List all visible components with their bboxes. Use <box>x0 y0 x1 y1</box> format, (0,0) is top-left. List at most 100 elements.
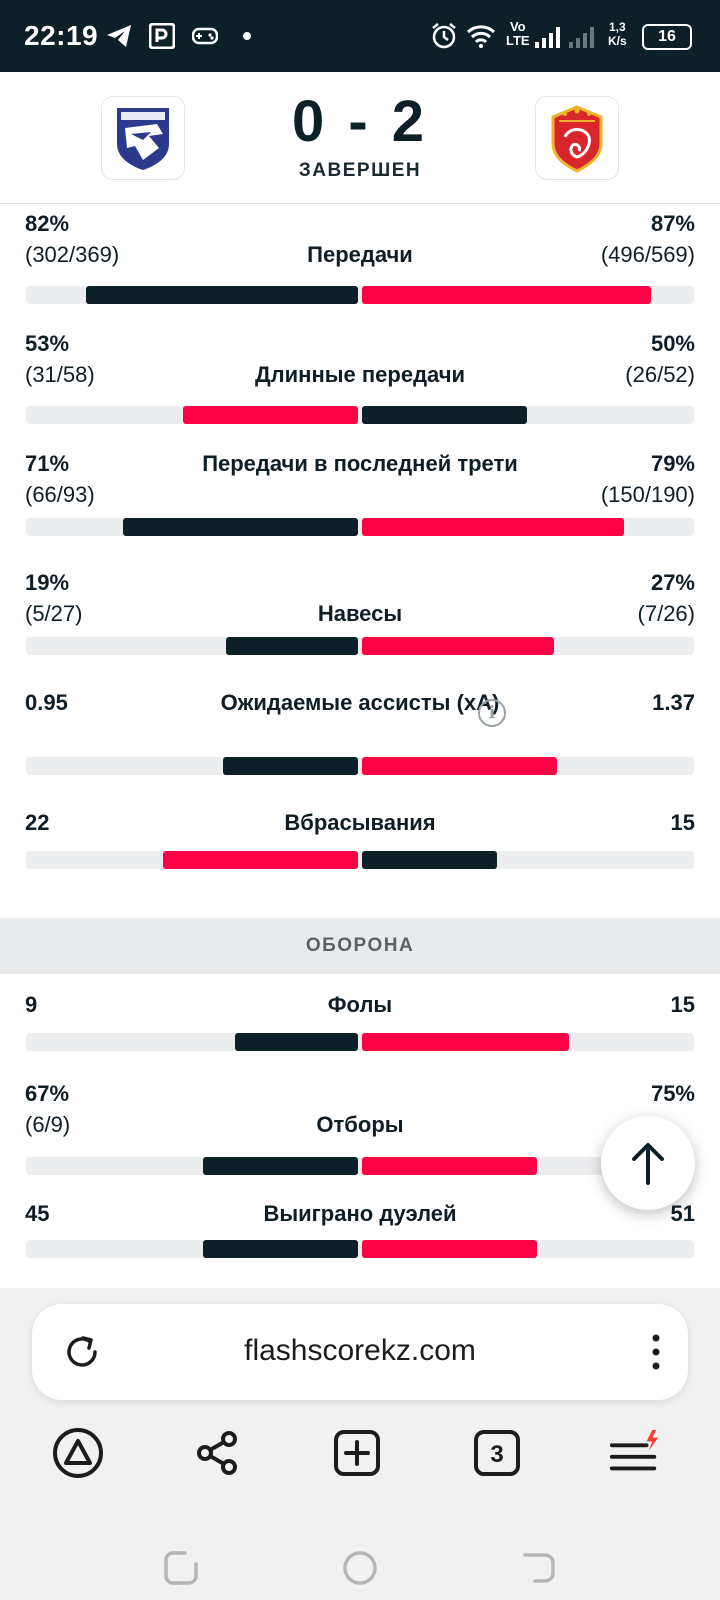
share-icon[interactable] <box>190 1426 244 1480</box>
away-value-main: 87% <box>650 211 695 236</box>
dot-icon <box>242 22 252 50</box>
scroll-top-button[interactable] <box>601 1116 695 1210</box>
tabs-icon[interactable]: 3 <box>470 1426 524 1480</box>
alarm-icon <box>430 22 458 50</box>
stat-name: Длинные передачи <box>254 362 466 387</box>
home-value-main: 19% <box>25 570 70 595</box>
status-bar: 22:19 Vo LTE 1,3 K/s 16 <box>0 0 720 72</box>
away-value-main: 1.37 <box>652 690 695 715</box>
stat-bar-track <box>26 757 694 775</box>
stat-row: 22 15 Вбрасывания <box>0 807 720 897</box>
home-value-main: 82% <box>25 211 70 236</box>
new-tab-icon[interactable] <box>330 1426 384 1480</box>
stat-bar-track <box>26 406 694 424</box>
network-speed: 1,3 K/s <box>608 20 627 48</box>
away-value: 27% (7/26) <box>638 567 695 629</box>
parking-icon <box>148 22 176 50</box>
away-value: 1.37 <box>652 687 695 718</box>
away-bar <box>362 1033 569 1051</box>
stat-row: 71% (66/93) 79% (150/190) Передачи в последн… <box>0 448 720 538</box>
away-value: 87% (496/569) <box>601 208 695 270</box>
recent-apps-icon[interactable] <box>163 1550 199 1586</box>
home-value-main: 53% <box>25 331 70 356</box>
stat-name: Вбрасывания <box>284 810 436 835</box>
home-value-detail: (66/93) <box>25 482 95 507</box>
stat-bar-track <box>26 637 694 655</box>
home-value-main: 45 <box>25 1201 50 1226</box>
away-value-main: 50% <box>650 331 695 356</box>
home-bar <box>226 637 358 655</box>
info-icon[interactable]: i <box>478 699 506 727</box>
away-value: 51 <box>671 1198 695 1229</box>
stat-row: 45 51 Выиграно дуэлей <box>0 1198 720 1288</box>
stat-row: 67% (6/9) 75% Отборы <box>0 1078 720 1175</box>
stat-bar-track <box>26 851 694 869</box>
home-value-main: 22 <box>25 810 50 835</box>
home-value: 67% (6/9) <box>25 1078 70 1140</box>
away-team-logo[interactable] <box>535 96 619 180</box>
home-icon[interactable] <box>342 1550 378 1586</box>
arrow-up-icon <box>632 1143 664 1185</box>
home-value-detail: (6/9) <box>25 1112 71 1137</box>
stat-row: 82% (302/369) 87% (496/569) Передачи <box>0 208 720 304</box>
stat-bar-track <box>26 1240 694 1258</box>
tab-count: 3 <box>490 1441 503 1468</box>
home-value: 53% (31/58) <box>25 328 95 390</box>
stat-name: Передачи в последней трети <box>202 451 518 476</box>
home-value-main: 9 <box>25 992 38 1017</box>
stat-bar-track <box>26 518 694 536</box>
stat-bar-track <box>26 1033 694 1051</box>
back-icon[interactable] <box>521 1550 557 1586</box>
away-value-main: 79% <box>650 451 695 476</box>
url-text[interactable]: flashscorekz.com <box>244 1334 476 1367</box>
away-value-detail: (150/190) <box>600 482 695 507</box>
network-type: Vo LTE <box>506 19 530 48</box>
away-value: 15 <box>671 989 695 1020</box>
stat-name: Отборы <box>316 1112 404 1137</box>
away-value: 75% <box>651 1078 695 1109</box>
away-value-main: 15 <box>670 992 695 1017</box>
home-bar <box>123 518 358 536</box>
stat-name: Фолы <box>327 992 393 1017</box>
away-value-main: 75% <box>650 1081 695 1106</box>
away-bar <box>362 637 554 655</box>
stat-row: 19% (5/27) 27% (7/26) Навесы <box>0 567 720 657</box>
stat-name: Ожидаемые ассисты (xA) <box>220 690 500 715</box>
home-value-detail: (31/58) <box>25 362 95 387</box>
menu-icon[interactable] <box>608 1426 662 1480</box>
away-bar <box>362 406 527 424</box>
away-value-main: 27% <box>650 570 695 595</box>
match-score: 0 - 2 <box>291 89 429 154</box>
away-bar <box>362 518 624 536</box>
home-bar <box>86 286 358 304</box>
stat-name: Выиграно дуэлей <box>263 1201 457 1226</box>
away-value-main: 51 <box>670 1201 695 1226</box>
home-value-main: 67% <box>25 1081 70 1106</box>
home-value: 9 <box>25 989 37 1020</box>
away-bar <box>362 851 497 869</box>
home-bar <box>235 1033 358 1051</box>
browser-bar: flashscorekz.com 3 <box>0 1288 720 1600</box>
stat-bar-track <box>26 1157 694 1175</box>
more-vertical-icon[interactable] <box>652 1332 660 1372</box>
home-value: 0.95 <box>25 687 68 718</box>
home-value: 82% (302/369) <box>25 208 119 270</box>
home-value-main: 0.95 <box>25 690 68 715</box>
reload-icon[interactable] <box>62 1332 102 1372</box>
away-value-detail: (7/26) <box>637 601 695 626</box>
stat-row: 53% (31/58) 50% (26/52) Длинные передачи <box>0 328 720 424</box>
home-value: 45 <box>25 1198 49 1229</box>
home-value: 22 <box>25 807 49 838</box>
away-value-detail: (26/52) <box>625 362 695 387</box>
alice-icon[interactable] <box>51 1426 105 1480</box>
home-team-logo[interactable] <box>101 96 185 180</box>
gamepad-icon <box>192 22 218 50</box>
home-bar <box>203 1157 358 1175</box>
address-bar[interactable]: flashscorekz.com <box>32 1304 688 1400</box>
signal-icon <box>534 22 600 50</box>
telegram-icon <box>104 22 134 50</box>
wifi-icon <box>466 22 496 50</box>
home-value-detail: (302/369) <box>25 242 120 267</box>
away-bar <box>362 1240 537 1258</box>
stat-row: 0.95 1.37 Ожидаемые ассисты (xA) i <box>0 687 720 777</box>
